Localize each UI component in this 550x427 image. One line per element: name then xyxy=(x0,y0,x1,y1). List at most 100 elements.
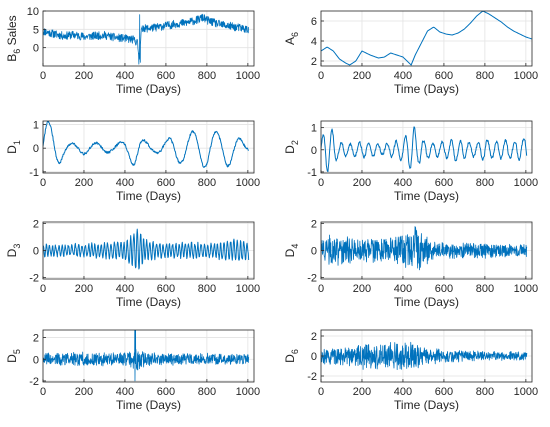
x-tick-label: 200 xyxy=(75,283,93,295)
x-tick-label: 800 xyxy=(198,177,216,189)
y-tick-label: -2 xyxy=(307,371,317,383)
x-axis-label: Time (Days) xyxy=(394,82,459,96)
y-axis-label-main: D xyxy=(5,354,19,363)
x-tick-label: 400 xyxy=(116,177,134,189)
x-tick-label: 200 xyxy=(75,70,93,82)
x-tick-label: 200 xyxy=(353,70,371,82)
y-tick-label: 0 xyxy=(33,354,39,366)
series-line-D5 xyxy=(43,330,250,382)
series-line-D6 xyxy=(321,341,528,370)
x-tick-label: 400 xyxy=(116,70,134,82)
x-tick-label: 200 xyxy=(353,177,371,189)
x-tick-label: 800 xyxy=(476,283,494,295)
plot-area xyxy=(321,121,532,173)
y-tick-label: 2 xyxy=(311,218,317,230)
x-tick-label: 400 xyxy=(394,386,412,398)
axes-box xyxy=(42,329,255,383)
y-axis-label-main: D xyxy=(283,354,297,363)
x-tick-label: 400 xyxy=(116,283,134,295)
x-tick-label: 600 xyxy=(157,283,175,295)
y-axis-label-sub: 4 xyxy=(290,244,300,249)
y-axis-label-sub: 3 xyxy=(12,244,22,249)
series-line-A6 xyxy=(321,11,532,66)
y-axis-label: D2 xyxy=(283,140,300,154)
x-tick-label: 0 xyxy=(318,386,324,398)
x-tick-label: 600 xyxy=(435,70,453,82)
x-tick-label: 800 xyxy=(198,70,216,82)
y-axis-label-sub: 2 xyxy=(290,140,300,145)
x-tick-label: 400 xyxy=(394,177,412,189)
y-tick-label: 1 xyxy=(33,120,39,132)
y-tick-label: -1 xyxy=(307,167,317,179)
y-tick-label: 5 xyxy=(33,24,39,36)
y-axis-label-main: B xyxy=(5,54,19,62)
y-axis-label-sub: 6 xyxy=(290,349,300,354)
y-tick-label: 2 xyxy=(33,333,39,345)
x-axis-label: Time (Days) xyxy=(116,82,181,96)
x-tick-label: 800 xyxy=(476,177,494,189)
series-line-sales xyxy=(43,13,250,65)
x-tick-label: 1000 xyxy=(514,386,538,398)
x-tick-label: 200 xyxy=(75,386,93,398)
x-tick-label: 1000 xyxy=(514,177,538,189)
y-axis-label: D3 xyxy=(5,244,22,258)
plot-area xyxy=(43,121,254,173)
x-tick-label: 800 xyxy=(476,386,494,398)
y-axis-label-sub: 5 xyxy=(12,349,22,354)
y-tick-label: 1 xyxy=(311,123,317,135)
y-tick-label: 4 xyxy=(311,36,317,48)
x-tick-label: 0 xyxy=(318,177,324,189)
x-axis-label: Time (Days) xyxy=(394,189,459,203)
x-axis-label: Time (Days) xyxy=(116,189,181,203)
x-tick-label: 200 xyxy=(75,177,93,189)
x-tick-label: 800 xyxy=(476,70,494,82)
x-axis-label: Time (Days) xyxy=(116,295,181,309)
plot-area xyxy=(43,11,254,66)
x-tick-label: 0 xyxy=(40,70,46,82)
x-axis-label: Time (Days) xyxy=(116,398,181,412)
x-tick-label: 1000 xyxy=(514,70,538,82)
axes-box xyxy=(320,10,533,67)
x-tick-label: 600 xyxy=(435,283,453,295)
y-tick-label: 0 xyxy=(311,351,317,363)
y-axis-label-main: D xyxy=(5,248,19,257)
x-tick-label: 1000 xyxy=(236,70,260,82)
x-tick-label: 200 xyxy=(353,283,371,295)
x-tick-label: 1000 xyxy=(514,283,538,295)
axes-box xyxy=(42,10,255,67)
y-axis-label: D6 xyxy=(283,349,300,363)
x-tick-label: 600 xyxy=(157,70,175,82)
y-axis-label-sub: 6 xyxy=(290,32,300,37)
axes-box xyxy=(320,120,533,174)
x-axis-label: Time (Days) xyxy=(394,398,459,412)
y-tick-label: 10 xyxy=(27,6,39,18)
x-tick-label: 1000 xyxy=(236,177,260,189)
y-tick-label: 2 xyxy=(33,218,39,230)
x-tick-label: 0 xyxy=(40,177,46,189)
y-axis-label-suffix: Sales xyxy=(5,15,19,48)
x-tick-label: 1000 xyxy=(236,386,260,398)
y-tick-label: 0 xyxy=(33,43,39,55)
x-tick-label: 200 xyxy=(353,386,371,398)
x-tick-label: 0 xyxy=(318,70,324,82)
y-tick-label: -1 xyxy=(29,167,39,179)
y-tick-label: 2 xyxy=(311,331,317,343)
y-tick-label: 0 xyxy=(311,246,317,258)
x-tick-label: 400 xyxy=(394,70,412,82)
y-tick-label: 2 xyxy=(311,56,317,68)
x-tick-label: 0 xyxy=(40,283,46,295)
y-tick-label: 0 xyxy=(33,143,39,155)
y-axis-label-main: D xyxy=(283,248,297,257)
y-tick-label: -2 xyxy=(29,376,39,388)
x-tick-label: 600 xyxy=(435,177,453,189)
y-axis-label-sub: 1 xyxy=(12,140,22,145)
series-line-D3 xyxy=(43,228,250,270)
series-line-D1 xyxy=(43,121,249,169)
x-tick-label: 400 xyxy=(394,283,412,295)
